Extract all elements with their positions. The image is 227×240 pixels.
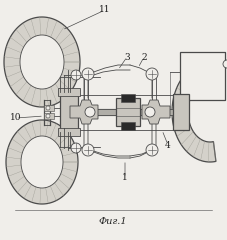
Text: 11: 11 — [99, 6, 111, 14]
Bar — [121, 122, 135, 130]
Text: 2: 2 — [141, 53, 147, 61]
Polygon shape — [70, 100, 98, 124]
Circle shape — [82, 68, 94, 80]
Text: 4: 4 — [165, 140, 171, 150]
Bar — [60, 92, 78, 132]
Polygon shape — [20, 35, 64, 89]
Text: Фиг.1: Фиг.1 — [99, 217, 127, 227]
Circle shape — [145, 107, 155, 117]
Polygon shape — [21, 136, 63, 188]
Circle shape — [71, 70, 81, 80]
Circle shape — [146, 68, 158, 80]
Circle shape — [71, 143, 81, 153]
Polygon shape — [142, 100, 170, 124]
Circle shape — [46, 114, 50, 118]
Circle shape — [82, 144, 94, 156]
Circle shape — [146, 144, 158, 156]
Polygon shape — [4, 17, 80, 107]
Bar — [173, 94, 189, 130]
Bar — [58, 128, 80, 136]
Text: 10: 10 — [10, 114, 22, 122]
Polygon shape — [172, 62, 216, 162]
Circle shape — [46, 106, 50, 110]
Bar — [58, 88, 80, 96]
Bar — [121, 94, 135, 102]
Circle shape — [85, 107, 95, 117]
Text: 3: 3 — [124, 53, 130, 61]
Circle shape — [223, 60, 227, 68]
Text: 1: 1 — [122, 174, 128, 182]
Bar — [44, 105, 54, 111]
Bar — [116, 98, 140, 126]
Bar — [180, 52, 225, 100]
Polygon shape — [6, 120, 78, 204]
Bar — [44, 113, 54, 119]
